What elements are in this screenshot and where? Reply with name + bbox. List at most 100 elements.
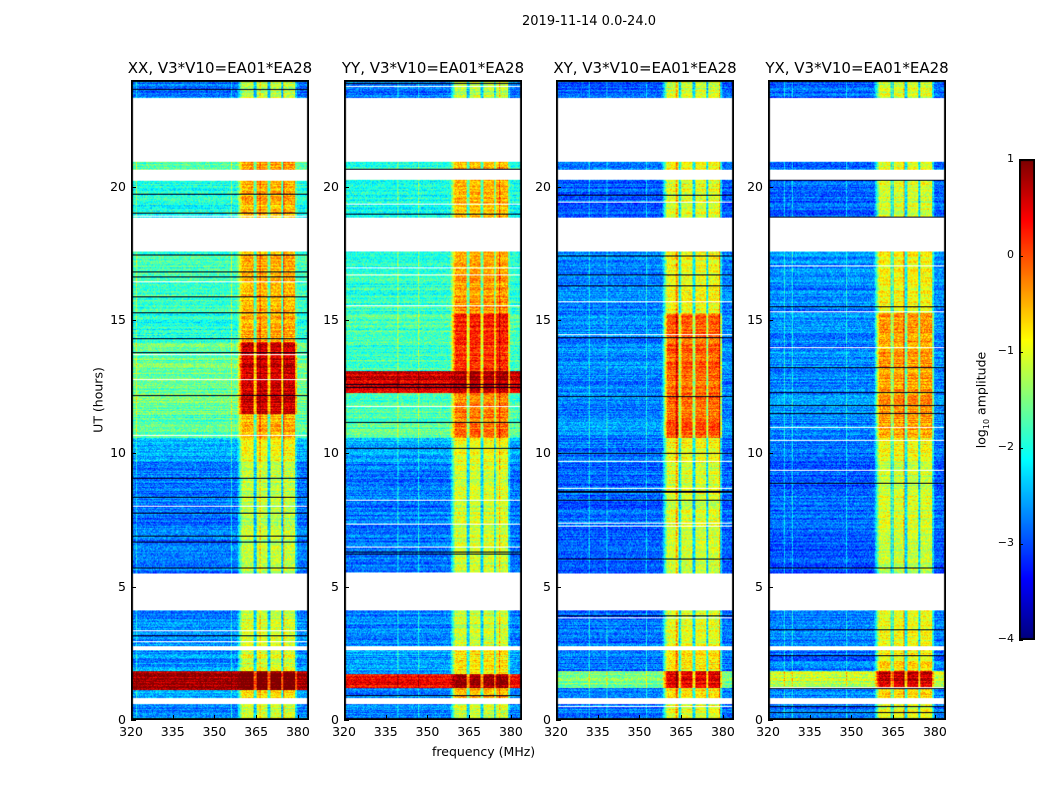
x-tick-label: 335 <box>373 724 398 739</box>
y-tick-mark <box>768 720 773 721</box>
y-tick-label: 20 <box>110 178 126 194</box>
x-tick-mark <box>256 715 258 720</box>
y-tick-mark <box>131 586 136 588</box>
colorbar-label-sub: 10 <box>981 418 991 430</box>
y-tick-mark <box>556 320 561 321</box>
x-tick-mark <box>510 715 512 720</box>
x-tick-mark <box>722 715 724 720</box>
y-tick-mark <box>556 586 561 588</box>
y-tick-label: 5 <box>331 578 339 594</box>
panel-title: XX, V3*V10=EA01*EA28 <box>127 59 313 77</box>
colorbar-tick-label: 0 <box>1007 248 1014 261</box>
y-tick-label: 10 <box>110 445 126 461</box>
y-tick-mark <box>556 453 561 455</box>
colorbar-tick-label: −1 <box>997 344 1014 357</box>
x-tick-mark <box>214 715 216 720</box>
y-tick-label: 0 <box>331 712 339 727</box>
y-axis-label: UT (hours) <box>90 367 106 433</box>
x-tick-label: 365 <box>457 724 482 739</box>
y-tick-mark <box>768 586 773 588</box>
y-tick-label: 10 <box>535 445 551 461</box>
x-tick-mark <box>344 715 345 720</box>
x-tick-mark <box>469 715 471 720</box>
x-tick-label: 380 <box>498 724 523 739</box>
colorbar <box>1019 159 1035 640</box>
x-tick-mark <box>809 715 811 720</box>
y-tick-mark <box>344 320 349 321</box>
x-tick-label: 380 <box>285 724 310 739</box>
colorbar-tick-label: −3 <box>997 536 1014 549</box>
heatmap-panel-3 <box>768 80 946 720</box>
x-tick-mark <box>934 715 936 720</box>
heatmap-panel-1 <box>344 80 522 720</box>
x-tick-mark <box>768 715 769 720</box>
colorbar-label-log: log <box>973 429 989 449</box>
colorbar-tick-mark <box>1019 160 1023 161</box>
y-tick-label: 0 <box>543 712 551 727</box>
x-tick-mark <box>427 715 429 720</box>
x-tick-label: 335 <box>797 724 822 739</box>
y-tick-label: 15 <box>110 312 126 327</box>
x-tick-mark <box>297 715 299 720</box>
y-tick-mark <box>768 453 773 455</box>
y-tick-label: 10 <box>747 445 763 461</box>
y-tick-mark <box>344 453 349 455</box>
x-tick-label: 335 <box>585 724 610 739</box>
y-tick-mark <box>768 320 773 321</box>
x-tick-label: 320 <box>756 724 780 739</box>
colorbar-tick-label: −2 <box>997 440 1014 453</box>
x-tick-label: 350 <box>202 724 227 739</box>
x-tick-mark <box>851 715 853 720</box>
figure-title: 2019-11-14 0.0-24.0 <box>522 14 656 29</box>
y-tick-mark <box>556 186 561 188</box>
x-tick-label: 365 <box>881 724 906 739</box>
x-tick-label: 365 <box>244 724 269 739</box>
x-tick-mark <box>385 715 387 720</box>
x-tick-label: 320 <box>119 724 143 739</box>
colorbar-tick-label: −4 <box>997 632 1014 645</box>
panel-title: YX, V3*V10=EA01*EA28 <box>765 59 949 77</box>
x-tick-mark <box>556 715 557 720</box>
x-tick-mark <box>893 715 895 720</box>
colorbar-tick-mark <box>1019 544 1023 545</box>
heatmap-panel-2 <box>556 80 734 720</box>
y-tick-label: 20 <box>747 178 763 194</box>
x-tick-label: 350 <box>627 724 652 739</box>
x-axis-label: frequency (MHz) <box>432 744 536 759</box>
y-tick-label: 5 <box>543 578 551 594</box>
y-tick-mark <box>344 720 349 721</box>
y-tick-mark <box>556 720 561 721</box>
y-tick-label: 5 <box>118 578 126 594</box>
y-tick-label: 0 <box>755 712 763 727</box>
panel-title: XY, V3*V10=EA01*EA28 <box>553 59 737 77</box>
y-tick-mark <box>131 186 136 188</box>
colorbar-tick-mark <box>1019 640 1023 641</box>
colorbar-tick-mark <box>1019 352 1023 353</box>
y-tick-mark <box>344 586 349 588</box>
colorbar-label: log10 amplitude <box>973 352 991 448</box>
x-tick-label: 320 <box>332 724 356 739</box>
y-tick-mark <box>344 186 349 188</box>
colorbar-tick-mark <box>1019 448 1023 449</box>
x-tick-label: 320 <box>544 724 568 739</box>
y-tick-mark <box>768 186 773 188</box>
y-tick-mark <box>131 453 136 455</box>
y-tick-mark <box>131 720 136 721</box>
x-tick-label: 365 <box>669 724 694 739</box>
colorbar-label-tail: amplitude <box>973 351 989 419</box>
x-tick-label: 350 <box>415 724 440 739</box>
y-tick-label: 0 <box>118 712 126 727</box>
x-tick-mark <box>681 715 683 720</box>
x-tick-label: 380 <box>922 724 947 739</box>
x-tick-label: 380 <box>710 724 735 739</box>
x-tick-label: 335 <box>160 724 185 739</box>
x-tick-label: 350 <box>839 724 864 739</box>
y-tick-label: 15 <box>747 312 763 327</box>
heatmap-panel-0 <box>131 80 309 720</box>
x-tick-mark <box>639 715 641 720</box>
y-tick-label: 20 <box>323 178 339 194</box>
x-tick-mark <box>597 715 599 720</box>
x-tick-mark <box>172 715 174 720</box>
colorbar-tick-mark <box>1019 256 1023 257</box>
colorbar-tick-label: 1 <box>1007 152 1014 165</box>
